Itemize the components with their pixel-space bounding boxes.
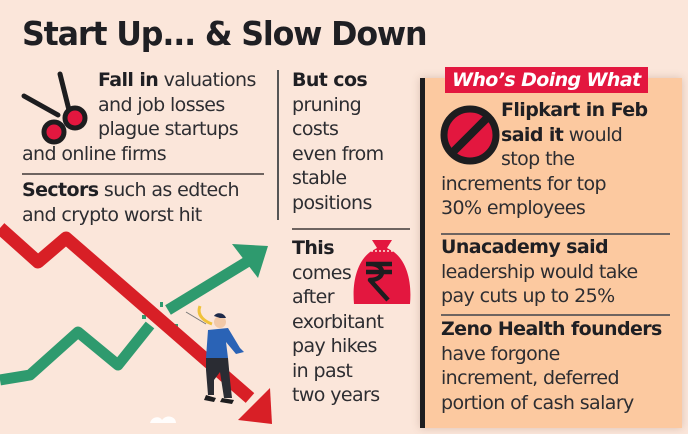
zeno-health-item: Zeno Health founders have forgone increm… xyxy=(441,318,662,414)
falling-arrow-illustration xyxy=(0,223,272,424)
divider xyxy=(292,228,410,230)
pay-hikes-note: This comes after exorbitant pay hikes in… xyxy=(292,237,384,406)
scissors-icon xyxy=(21,71,88,131)
scissors-ring-icon xyxy=(41,119,67,145)
panel-tag: Who’s Doing What xyxy=(445,67,648,93)
page-title: Start Up... & Slow Down xyxy=(22,14,428,53)
unacademy-item: Unacademy said leadership would take pay… xyxy=(441,236,638,307)
divider xyxy=(22,173,264,175)
valuations-note-bold: Fall in xyxy=(98,69,159,91)
cost-pruning-note: But cos pruning costs even from stable p… xyxy=(292,69,384,214)
divider xyxy=(441,314,670,316)
flipkart-item: Flipkart in Feb said it would stop the i… xyxy=(441,99,648,219)
rupee-money-bag-icon xyxy=(353,240,411,304)
divider xyxy=(441,233,670,235)
column-divider xyxy=(277,70,279,220)
panel-accent-bar xyxy=(420,78,425,428)
stop-sign-icon xyxy=(440,105,500,165)
sectors-note: Sectors such as edtech and crypto worst … xyxy=(22,179,240,226)
valuations-note: Fall in valuations and job losses plague… xyxy=(22,69,256,165)
